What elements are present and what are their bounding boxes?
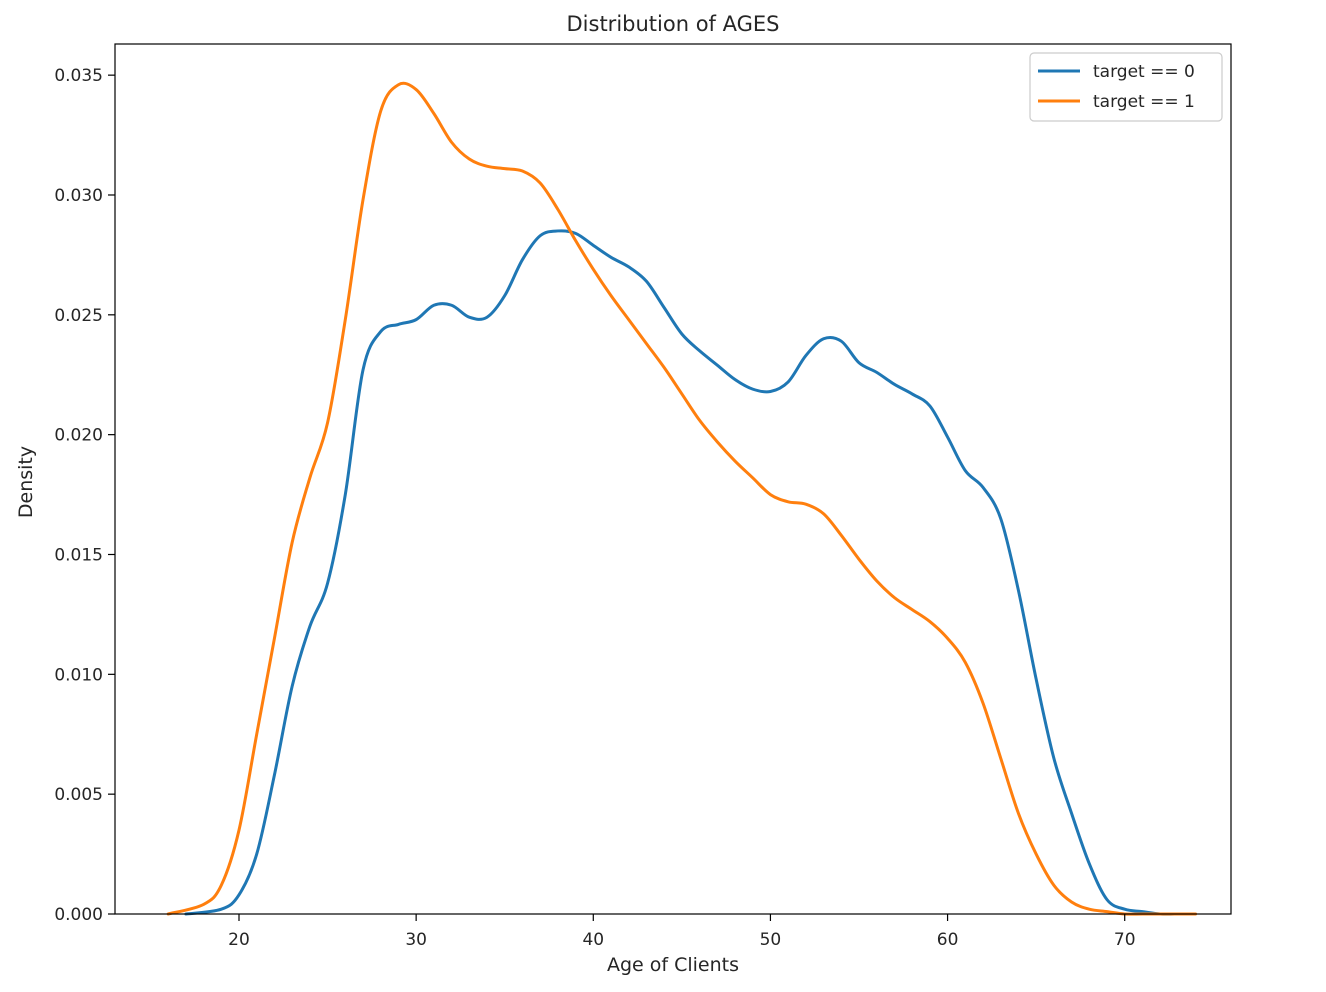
y-axis-label: Density (15, 446, 37, 518)
x-tick-label: 30 (405, 930, 427, 950)
series-line-target-1 (166, 81, 1198, 916)
y-axis: 0.000 0.005 0.010 0.015 0.020 0.025 0.030 0.035 (54, 66, 115, 925)
series-line-target-0 (184, 229, 1180, 916)
legend-label: target == 0 (1093, 62, 1195, 82)
legend-label: target == 1 (1093, 92, 1195, 112)
x-tick-label: 50 (760, 930, 782, 950)
x-axis: 20 30 40 50 60 70 (228, 914, 1136, 950)
x-axis-label: Age of Clients (607, 954, 739, 976)
y-tick-label: 0.030 (54, 186, 103, 206)
y-tick-label: 0.025 (54, 306, 103, 326)
axes-frame (114, 43, 1232, 915)
chart-title: Distribution of AGES (567, 12, 780, 36)
y-tick-label: 0.020 (54, 426, 103, 446)
plot-area (166, 81, 1198, 916)
y-tick-label: 0.035 (54, 66, 103, 86)
y-tick-label: 0.005 (54, 785, 103, 805)
x-tick-label: 40 (582, 930, 604, 950)
y-tick-label: 0.015 (54, 545, 103, 565)
y-tick-label: 0.010 (54, 665, 103, 685)
x-tick-label: 60 (937, 930, 959, 950)
legend: target == 0 target == 1 (1029, 52, 1223, 122)
x-tick-label: 20 (228, 930, 250, 950)
x-tick-label: 70 (1114, 930, 1136, 950)
y-tick-label: 0.000 (54, 905, 103, 925)
